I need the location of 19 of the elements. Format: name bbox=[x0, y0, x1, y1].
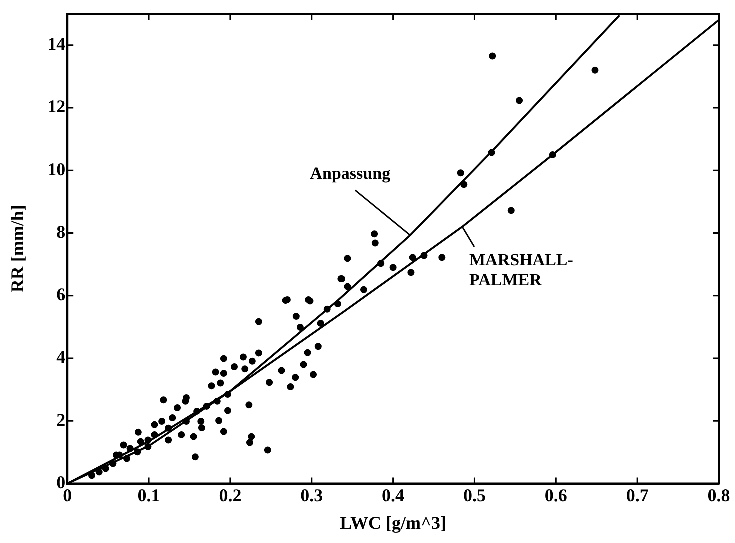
x-tick-label: 0.5 bbox=[463, 485, 486, 506]
y-tick-label: 10 bbox=[48, 159, 66, 180]
x-tick-label: 0.4 bbox=[382, 485, 405, 506]
y-tick-label: 2 bbox=[56, 410, 66, 430]
y-tick-label: 6 bbox=[56, 284, 66, 305]
y-axis-title: RR [mm/h] bbox=[7, 205, 28, 293]
y-tick-label: 12 bbox=[48, 96, 66, 117]
x-axis-title: LWC [g/m^3] bbox=[340, 512, 446, 533]
text: Anpassung bbox=[310, 164, 392, 183]
x-tick-label: 0.2 bbox=[219, 485, 242, 506]
y-tick-label: 14 bbox=[48, 34, 66, 54]
y-tick-label: 8 bbox=[56, 222, 66, 242]
x-tick-label: 0.8 bbox=[708, 485, 730, 506]
x-tick-label: 0.1 bbox=[138, 485, 160, 506]
legend-label: MARSHALL-PALMER bbox=[470, 250, 574, 290]
x-tick-label: 0.7 bbox=[626, 485, 649, 506]
y-tick-label: 4 bbox=[56, 347, 66, 368]
x-tick-label: 0.6 bbox=[544, 485, 568, 506]
x-tick-label: 0.3 bbox=[300, 485, 324, 506]
